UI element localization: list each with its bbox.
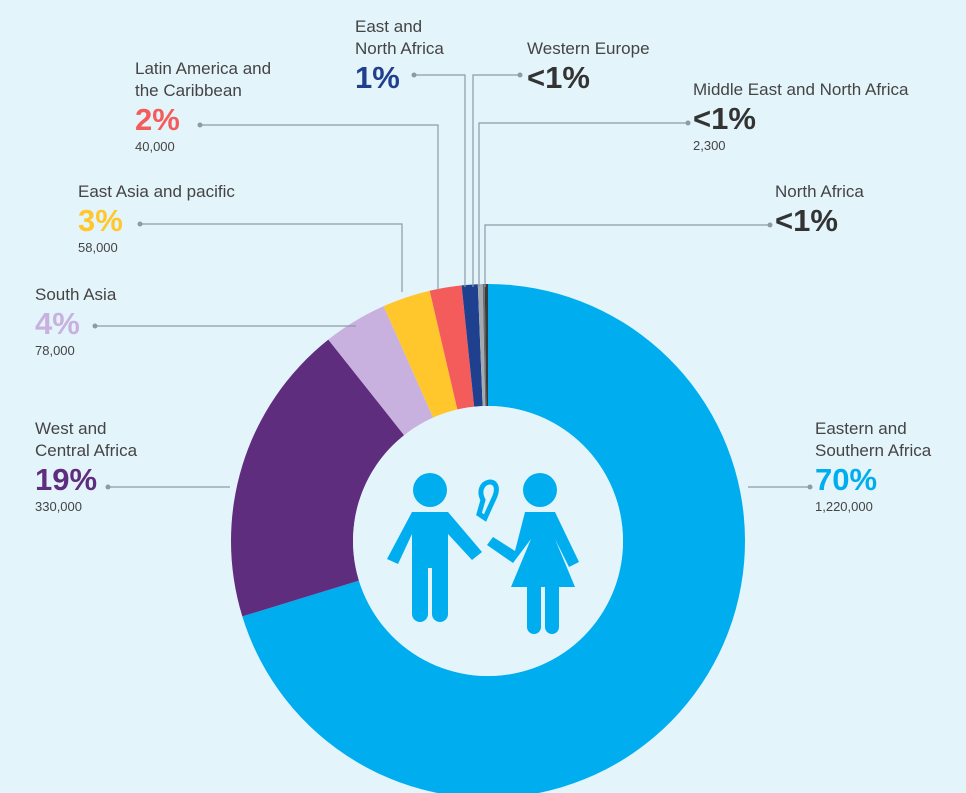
category-name: Middle East and North Africa	[693, 80, 909, 99]
category-name: West and Central Africa	[35, 419, 138, 460]
percent-label: <1%	[693, 101, 756, 136]
percent-label: 3%	[78, 203, 123, 238]
percent-label: <1%	[775, 203, 838, 238]
donut-slice	[482, 284, 487, 407]
leader-line	[200, 124, 439, 290]
leader-line	[140, 223, 403, 292]
percent-label: 4%	[35, 306, 80, 341]
donut-hole	[353, 406, 623, 676]
donut-slice	[328, 306, 434, 436]
category-name: Western Europe	[527, 39, 650, 58]
count-label: 40,000	[135, 139, 175, 154]
slice-label: West and Central Africa 19% 330,000	[35, 418, 157, 516]
leader-line	[478, 122, 688, 287]
leader-dot	[411, 72, 417, 78]
percent-label: <1%	[527, 60, 590, 95]
category-name: East and North Africa	[355, 17, 444, 58]
donut-slice	[484, 284, 488, 407]
leader-dot	[105, 484, 111, 490]
count-label: 2,300	[693, 138, 726, 153]
leader-dot	[807, 484, 813, 490]
slice-label: South Asia 4% 78,000	[35, 284, 116, 360]
leader-line	[484, 224, 770, 287]
leader-dot	[767, 222, 773, 228]
leader-line	[472, 74, 520, 287]
leader-dot	[92, 323, 98, 329]
category-name: Latin America and the Caribbean	[135, 59, 272, 100]
donut-slice	[477, 284, 486, 407]
slice-label: Latin America and the Caribbean 2% 40,000	[135, 58, 295, 156]
slice-label: East and North Africa 1%	[355, 16, 455, 96]
category-name: South Asia	[35, 285, 117, 304]
category-name: Eastern and Southern Africa	[815, 419, 932, 460]
icon	[387, 473, 579, 634]
donut-slice	[242, 284, 745, 793]
percent-label: 1%	[355, 60, 400, 95]
count-label: 330,000	[35, 499, 82, 514]
slice-label: Middle East and North Africa <1% 2,300	[693, 79, 908, 155]
count-label: 58,000	[78, 240, 118, 255]
count-label: 78,000	[35, 343, 75, 358]
percent-label: 70%	[815, 462, 878, 497]
slice-label: Western Europe <1%	[527, 38, 650, 96]
leader-line	[414, 74, 466, 287]
leader-dot	[197, 122, 203, 128]
category-name: East Asia and pacific	[78, 182, 235, 201]
donut-slice	[383, 290, 458, 418]
leader-dot	[137, 221, 143, 227]
count-label: 1,220,000	[815, 499, 873, 514]
donut-slice	[461, 284, 483, 407]
slice-label: North Africa <1%	[775, 181, 864, 239]
leader-dot	[517, 72, 523, 78]
leader-dot	[685, 120, 691, 126]
donut-slice	[231, 339, 405, 617]
slice-label: Eastern and Southern Africa 70% 1,220,000	[815, 418, 965, 516]
percent-label: 19%	[35, 462, 98, 497]
slice-label: East Asia and pacific 3% 58,000	[78, 181, 235, 257]
donut-slice	[429, 285, 475, 410]
percent-label: 2%	[135, 102, 180, 137]
category-name: North Africa	[775, 182, 864, 201]
